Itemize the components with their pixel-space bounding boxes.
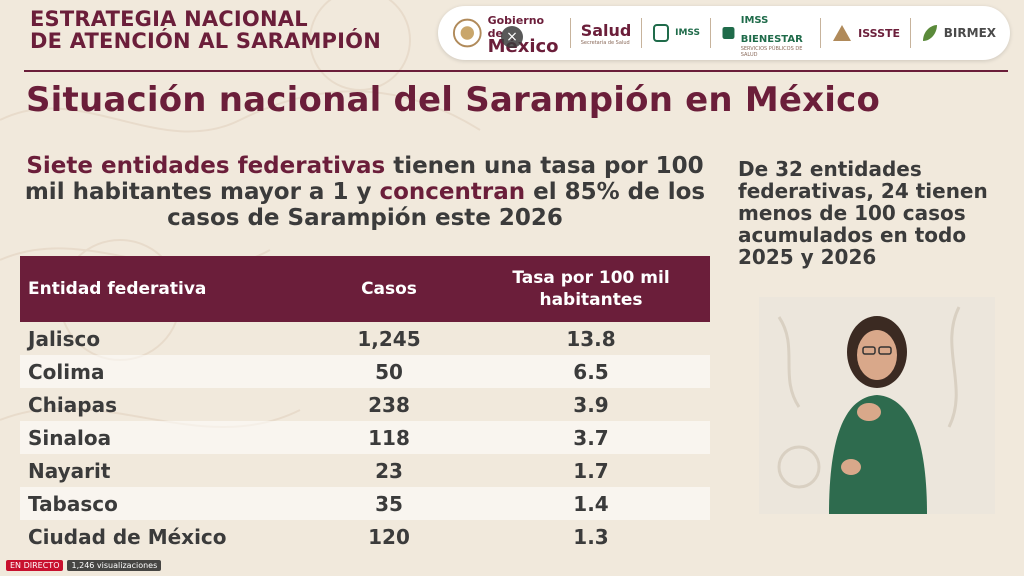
logo-salud: Salud Secretaría de Salud [581, 21, 632, 46]
logo-divider [910, 18, 911, 48]
logo-issste: ISSSTE [831, 23, 900, 43]
cell-rate: 1.3 [573, 524, 609, 549]
cell-rate: 13.8 [566, 326, 616, 351]
title-divider [24, 70, 1008, 72]
birmex-label: BIRMEX [943, 26, 997, 40]
issste-label: ISSSTE [858, 26, 901, 40]
logo-divider [820, 18, 822, 48]
live-badge: EN DIRECTO [6, 560, 64, 571]
imss-label: IMSS [675, 28, 700, 38]
subtitle-text-1: tienen una tasa por 100 mil habitantes m… [24, 153, 704, 205]
cell-rate: 3.7 [472, 421, 710, 454]
cell-rate: 3.9 [573, 392, 609, 417]
logo-birmex: BIRMEX [921, 23, 996, 43]
live-status: EN DIRECTO 1,246 visualizaciones [6, 560, 162, 571]
side-note: De 32 entidades federativas, 24 tienen m… [738, 157, 988, 269]
logo-divider [641, 18, 643, 48]
column-header-rate: Tasa por 100 mil habitantes [472, 256, 710, 322]
cell-rate: 6.5 [472, 355, 710, 388]
subtitle-accent-2: concentran [379, 179, 526, 205]
table-row: Ciudad de México 120 1.3 [20, 520, 710, 553]
institution-logo-bar: Gobierno de México Salud Secretaría de S… [438, 6, 1010, 60]
table-row: Colima 50 6.5 [20, 355, 710, 388]
table-header-row: Entidad federativa Casos Tasa por 100 mi… [20, 256, 710, 322]
cell-entity: Sinaloa [20, 421, 306, 454]
logo-imss-bienestar: IMSS BIENESTAR SERVICIOS PÚBLICOS DE SAL… [721, 8, 811, 58]
subtitle-accent-1: Siete entidades federativas [26, 153, 386, 179]
cell-entity: Jalisco [28, 326, 101, 351]
close-icon[interactable]: × [501, 26, 523, 48]
logo-divider [710, 18, 711, 48]
page-title: Situación nacional del Sarampión en Méxi… [26, 80, 881, 120]
subtitle: Siete entidades federativas tienen una t… [20, 153, 710, 231]
cell-rate: 1.4 [472, 487, 710, 520]
column-header-cases: Casos [306, 256, 472, 322]
table-row: Sinaloa 118 3.7 [20, 421, 710, 454]
gobierno-label-2: México [487, 35, 559, 57]
salud-sublabel: Secretaría de Salud [580, 39, 630, 46]
issste-emblem-icon [833, 25, 852, 41]
cell-cases: 23 [375, 458, 403, 483]
view-count: 1,246 visualizaciones [67, 560, 162, 571]
cell-cases: 50 [306, 355, 472, 388]
logo-divider [569, 18, 571, 48]
salud-label: Salud [580, 20, 632, 40]
logo-imss: IMSS [652, 23, 700, 43]
cell-rate: 1.7 [573, 458, 609, 483]
birmex-leaf-icon [922, 25, 937, 41]
sign-language-interpreter-video [759, 297, 995, 514]
imss-bienestar-emblem-icon [722, 27, 735, 39]
cell-entity: Chiapas [28, 392, 117, 417]
imss-bienestar-label: IMSS BIENESTAR [740, 15, 803, 45]
imss-bienestar-sublabel: SERVICIOS PÚBLICOS DE SALUD [740, 46, 803, 58]
gobierno-label-1: Gobierno de [487, 13, 545, 40]
header-title-line1: ESTRATEGIA NACIONAL [30, 7, 308, 31]
cases-table: Entidad federativa Casos Tasa por 100 mi… [20, 256, 710, 553]
column-header-entity: Entidad federativa [20, 256, 306, 322]
header-title: ESTRATEGIA NACIONAL DE ATENCIÓN AL SARAM… [30, 8, 381, 52]
cell-entity: Colima [20, 355, 306, 388]
imss-emblem-icon [653, 24, 670, 42]
header-title-line2: DE ATENCIÓN AL SARAMPIÓN [30, 29, 381, 53]
cell-cases: 118 [306, 421, 472, 454]
interpreter-figure [759, 297, 995, 514]
cell-entity: Ciudad de México [28, 524, 227, 549]
cell-entity: Tabasco [20, 487, 306, 520]
coat-of-arms-icon [452, 18, 482, 48]
cell-cases: 120 [368, 524, 410, 549]
table-row: Chiapas 238 3.9 [20, 388, 710, 421]
cell-entity: Nayarit [28, 458, 111, 483]
cell-cases: 35 [306, 487, 472, 520]
table-row: Tabasco 35 1.4 [20, 487, 710, 520]
cell-cases: 238 [368, 392, 410, 417]
table-row: Jalisco 1,245 13.8 [20, 322, 710, 355]
cell-cases: 1,245 [357, 326, 421, 351]
table-row: Nayarit 23 1.7 [20, 454, 710, 487]
subtitle-text-2: el 85% de los casos de Sarampión este 20… [167, 179, 706, 231]
